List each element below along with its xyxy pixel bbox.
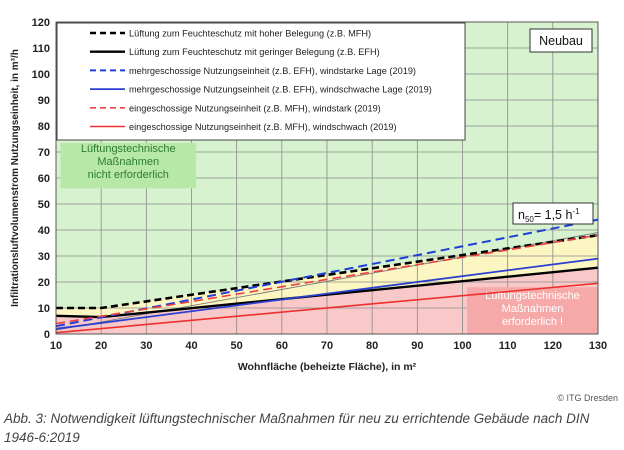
series-line-1 (56, 233, 599, 310)
legend-label: mehrgeschossige Nutzungseinheit (z.B. EF… (129, 85, 432, 95)
x-tick-label: 30 (140, 340, 152, 352)
x-tick-label: 20 (95, 340, 107, 352)
y-tick-label: 60 (38, 173, 50, 185)
zone-bottom-label-line: erforderlich ! (502, 316, 563, 328)
y-tick-label: 50 (38, 199, 50, 211)
legend-label: mehrgeschossige Nutzungseinheit (z.B. EF… (129, 66, 416, 76)
n50-label-mid: = 1,5 h (534, 208, 573, 222)
legend: Lüftung zum Feuchteschutz mit hoher Bele… (56, 22, 466, 141)
zone-top-label-line: nicht erforderlich (88, 169, 169, 181)
figure-caption: Abb. 3: Notwendigkeit lüftungstechnische… (4, 411, 590, 445)
zone-top-box (60, 142, 197, 189)
corner-label: Neubau (539, 34, 583, 48)
x-tick-label: 60 (276, 340, 288, 352)
n50-label: n50= 1,5 h-1 (518, 207, 580, 224)
corner-label-box (529, 28, 593, 53)
zone-top-label: Lüftungstechnische Maßnahmen nicht erforde… (81, 143, 176, 181)
zone-bottom-label-line: Maßnahmen (502, 303, 564, 315)
y-tick-label: 10 (38, 303, 50, 315)
legend-label: eingeschossige Nutzungseinheit (z.B. MFH… (129, 122, 397, 132)
x-tick-label: 70 (321, 340, 333, 352)
zone-bottom-box (467, 287, 598, 334)
n50-label-box (512, 202, 594, 225)
y-tick-label: 20 (38, 277, 50, 289)
x-tick-label: 90 (411, 340, 423, 352)
n50-label-base: n (518, 208, 525, 222)
y-tick-label: 40 (38, 225, 50, 237)
x-tick-label: 130 (589, 340, 607, 352)
y-tick-label: 0 (44, 329, 50, 341)
y-tick-label: 30 (38, 251, 50, 263)
chart: Lüftungstechnische Maßnahmen nicht erforde… (10, 17, 607, 373)
series-line-4 (55, 257, 599, 330)
legend-label: eingeschossige Nutzungseinheit (z.B. MFH… (129, 103, 381, 113)
series-line-5 (55, 234, 599, 325)
y-tick-label: 90 (38, 95, 50, 107)
x-tick-label: 120 (544, 340, 562, 352)
plot-border (55, 21, 599, 335)
y-tick-label: 70 (38, 147, 50, 159)
y-axis-label: Infiltrationsluftvolumenstrom Nutzungsei… (10, 49, 21, 307)
zone-bottom-label-line: Lüftungstechnische (485, 290, 580, 302)
legend-label: Lüftung zum Feuchteschutz mit geringer B… (129, 47, 380, 57)
n50-label-sup: -1 (572, 207, 580, 216)
zone-top-label-line: Lüftungstechnische (81, 143, 176, 155)
legend-box (56, 22, 466, 141)
y-tick-label: 80 (38, 121, 50, 133)
chart-figure: Lüftungstechnische Maßnahmen nicht erforde… (10, 17, 607, 373)
y-tick-label: 100 (32, 69, 50, 81)
zone-top-label-line: Maßnahmen (97, 156, 159, 168)
x-tick-label: 100 (453, 340, 471, 352)
y-tick-label: 110 (32, 43, 50, 55)
y-tick-label: 120 (32, 17, 50, 29)
x-axis-label: Wohnfläche (beheizte Fläche), in m² (238, 361, 417, 373)
image-credit: © ITG Dresden (557, 393, 618, 403)
legend-label: Lüftung zum Feuchteschutz mit hoher Bele… (129, 29, 371, 39)
x-tick-label: 10 (50, 340, 62, 352)
x-tick-label: 40 (185, 340, 197, 352)
x-tick-label: 110 (499, 340, 517, 352)
n50-label-sub: 50 (525, 215, 534, 224)
series-line-6 (55, 282, 599, 334)
zone-bottom-label: Lüftungstechnische Maßnahmen erforderlich … (485, 290, 580, 328)
x-tick-label: 80 (366, 340, 378, 352)
x-tick-label: 50 (231, 340, 243, 352)
